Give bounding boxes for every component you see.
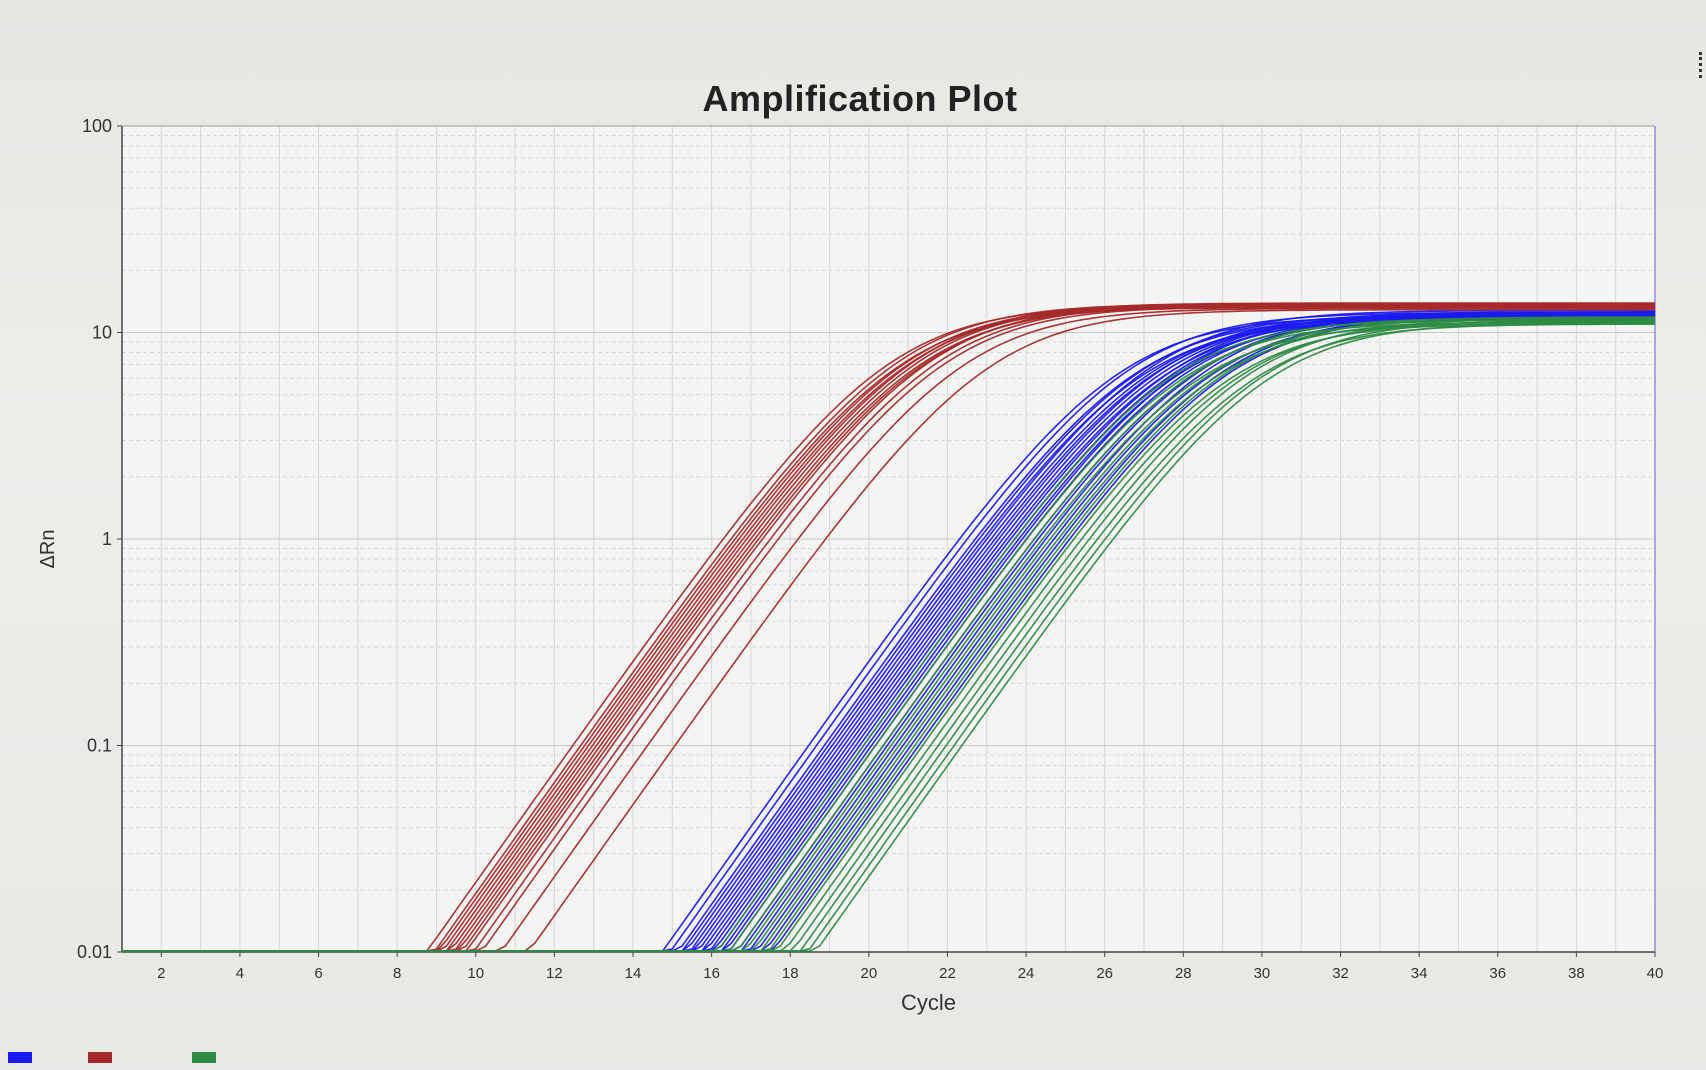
- x-tick-label: 14: [625, 965, 642, 982]
- series-2-curve-12: [122, 321, 1655, 952]
- x-tick-label: 18: [782, 965, 799, 982]
- legend-item-2[interactable]: [192, 1052, 222, 1063]
- y-tick-label: 0.01: [77, 942, 112, 962]
- x-tick-label: 24: [1018, 965, 1035, 982]
- x-tick-label: 40: [1647, 965, 1664, 982]
- x-tick-label: 2: [157, 965, 165, 982]
- x-tick-label: 12: [546, 965, 563, 982]
- y-tick-label: 100: [82, 116, 112, 136]
- x-axis-label: Cycle: [901, 990, 956, 1015]
- y-tick-label: 1: [102, 529, 112, 549]
- legend-swatch-1: [88, 1052, 112, 1063]
- x-tick-label: 8: [393, 965, 401, 982]
- x-tick-label: 10: [467, 965, 484, 982]
- x-tick-label: 34: [1411, 965, 1428, 982]
- x-tick-label: 26: [1096, 965, 1113, 982]
- x-tick-label: 20: [861, 965, 878, 982]
- x-tick-label: 16: [703, 965, 720, 982]
- x-tick-label: 22: [939, 965, 956, 982]
- chart-title: Amplification Plot: [702, 78, 1018, 119]
- x-tick-label: 38: [1568, 965, 1585, 982]
- x-tick-label: 6: [314, 965, 322, 982]
- legend-swatch-2: [192, 1052, 216, 1063]
- legend-item-0[interactable]: [8, 1052, 38, 1063]
- window-edge-handle: [1699, 52, 1706, 78]
- y-tick-label: 10: [92, 323, 112, 343]
- legend-item-1[interactable]: [88, 1052, 118, 1063]
- y-axis-label: ΔRn: [37, 530, 59, 569]
- x-tick-label: 4: [236, 965, 244, 982]
- y-tick-label: 0.1: [87, 736, 112, 756]
- x-tick-label: 28: [1175, 965, 1192, 982]
- legend: [0, 1052, 300, 1063]
- legend-swatch-0: [8, 1052, 32, 1063]
- x-tick-label: 36: [1489, 965, 1506, 982]
- x-tick-label: 30: [1254, 965, 1271, 982]
- x-tick-label: 32: [1332, 965, 1349, 982]
